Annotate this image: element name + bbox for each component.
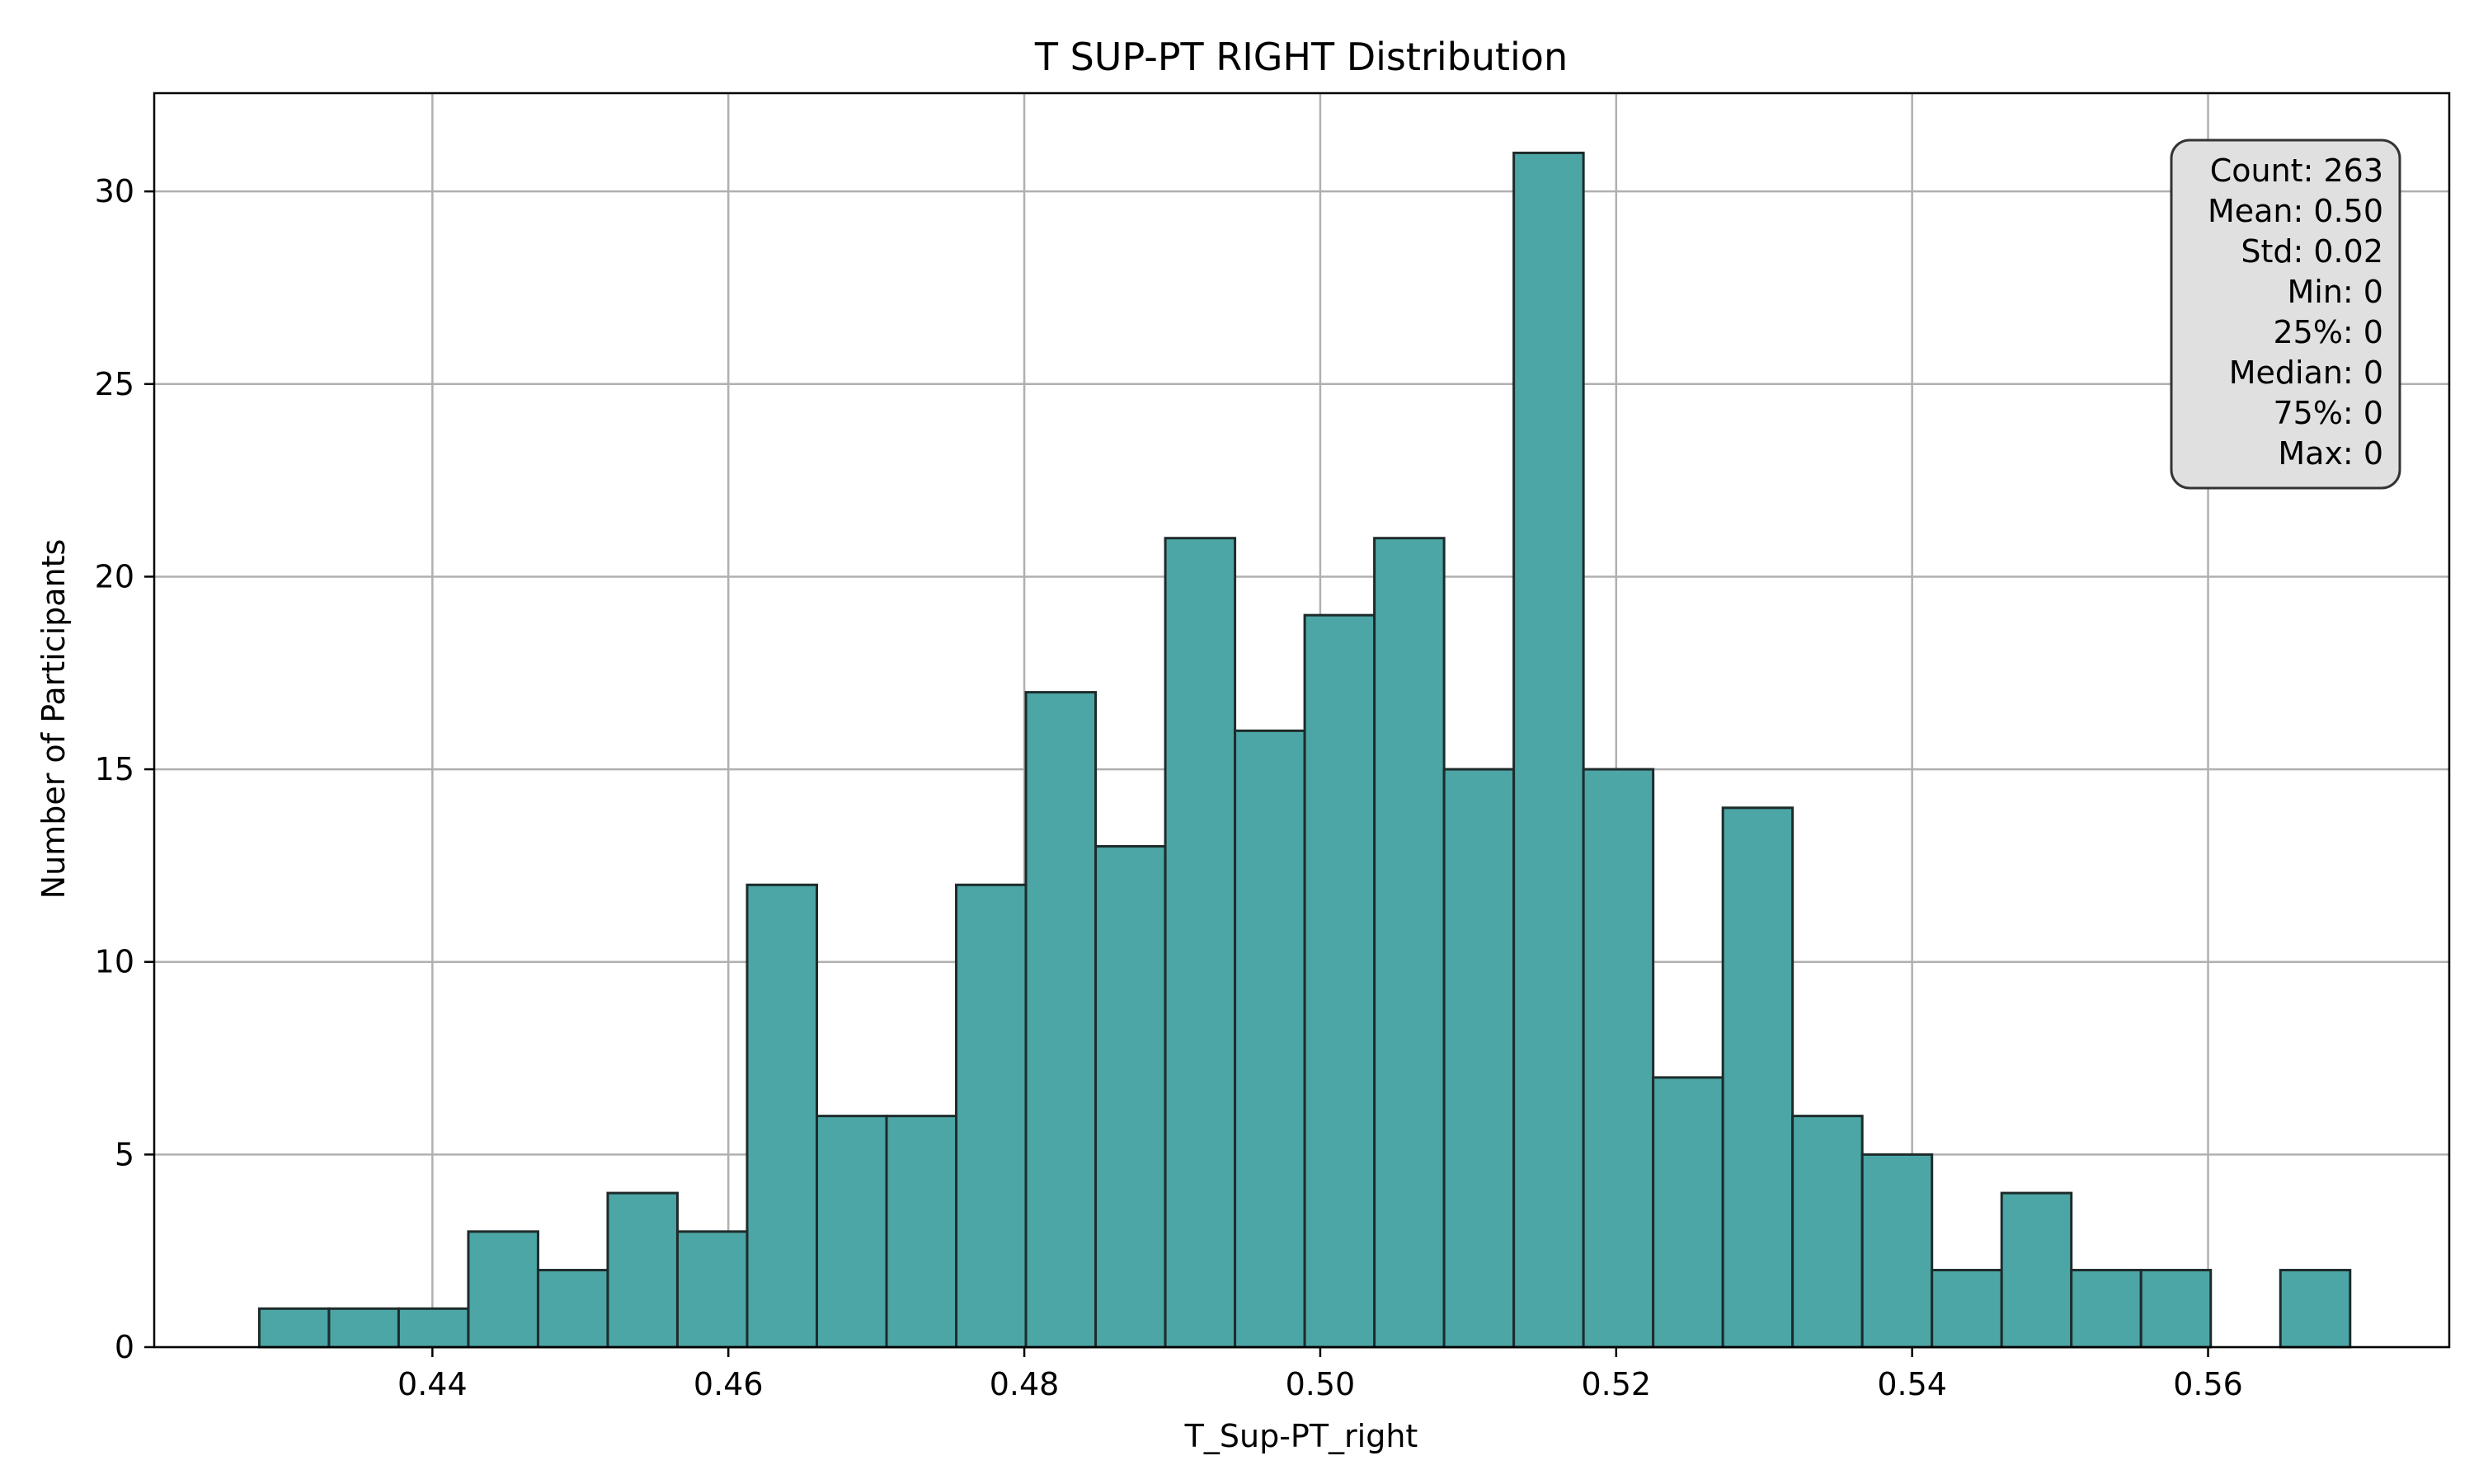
y-tick-label: 15 bbox=[95, 751, 134, 787]
histogram-bar bbox=[1791, 1115, 1864, 1349]
histogram-bar bbox=[397, 1307, 470, 1349]
histogram-bar bbox=[2000, 1191, 2073, 1349]
histogram-bar bbox=[1582, 768, 1655, 1349]
stats-line: Count: 263 bbox=[2210, 153, 2383, 189]
x-tick-label: 0.56 bbox=[2173, 1366, 2243, 1402]
chart-title: T SUP-PT RIGHT Distribution bbox=[1034, 35, 1568, 79]
stats-lines: Count: 263 Mean: 0.50 Std: 0.02 Min: 0 25%: … bbox=[2208, 153, 2383, 472]
histogram-bar bbox=[327, 1307, 400, 1349]
histogram-bar bbox=[955, 883, 1028, 1349]
y-axis-title: Number of Participants bbox=[35, 539, 72, 899]
axis-ticks: 0.44 0.46 0.48 0.50 0.52 0.54 0.56 0 5 10 15 20 25 30 bbox=[95, 173, 2243, 1402]
histogram-bar bbox=[2070, 1269, 2142, 1349]
histogram-bar bbox=[1303, 613, 1376, 1349]
histogram-bar bbox=[1442, 768, 1516, 1349]
stats-line: Std: 0.02 bbox=[2241, 233, 2383, 270]
histogram-bar bbox=[1860, 1153, 1934, 1349]
histogram-bar bbox=[1721, 806, 1794, 1349]
histogram-bar bbox=[1024, 691, 1098, 1349]
histogram-bar bbox=[745, 883, 818, 1349]
plot-frame bbox=[153, 92, 2451, 1349]
histogram-bar bbox=[2139, 1269, 2213, 1349]
y-tick-label: 10 bbox=[95, 944, 134, 980]
histogram-bar bbox=[1164, 537, 1237, 1349]
histogram-bar bbox=[815, 1115, 888, 1349]
histogram-bar bbox=[1931, 1269, 2003, 1349]
x-axis-title: T_Sup-PT_right bbox=[1184, 1418, 1418, 1454]
histogram-bar bbox=[536, 1269, 609, 1349]
histogram-bar bbox=[606, 1191, 679, 1349]
stats-line: 25%: 0 bbox=[2273, 314, 2383, 350]
stats-line: Max: 0 bbox=[2278, 435, 2383, 472]
stats-box: Count: 263 Mean: 0.50 Std: 0.02 Min: 0 25%: … bbox=[2170, 139, 2401, 490]
y-tick-label: 5 bbox=[115, 1136, 134, 1172]
histogram-bar bbox=[1234, 729, 1306, 1349]
x-tick-label: 0.46 bbox=[694, 1366, 764, 1402]
histogram-bar bbox=[467, 1230, 539, 1349]
histogram-bar bbox=[257, 1307, 331, 1349]
stats-line: 75%: 0 bbox=[2273, 395, 2383, 431]
histogram-bar bbox=[885, 1115, 958, 1349]
histogram-bar bbox=[675, 1230, 749, 1349]
histogram-bar bbox=[1373, 537, 1446, 1349]
y-tick-label: 20 bbox=[95, 558, 134, 594]
stats-box-background bbox=[2170, 139, 2401, 490]
y-tick-label: 25 bbox=[95, 366, 134, 402]
histogram-bars bbox=[257, 151, 2352, 1349]
y-tick-label: 0 bbox=[115, 1329, 134, 1365]
histogram-bar bbox=[1512, 151, 1585, 1349]
x-tick-label: 0.54 bbox=[1877, 1366, 1947, 1402]
x-tick-label: 0.52 bbox=[1581, 1366, 1651, 1402]
x-tick-label: 0.44 bbox=[397, 1366, 468, 1402]
x-tick-label: 0.48 bbox=[990, 1366, 1060, 1402]
stats-line: Mean: 0.50 bbox=[2208, 193, 2383, 229]
histogram-bar bbox=[1094, 845, 1167, 1349]
y-tick-label: 30 bbox=[95, 173, 134, 209]
histogram-bar bbox=[1652, 1076, 1724, 1349]
stats-line: Median: 0 bbox=[2229, 355, 2383, 391]
x-tick-label: 0.50 bbox=[1286, 1366, 1356, 1402]
histogram-bar bbox=[2279, 1269, 2352, 1349]
stats-line: Min: 0 bbox=[2288, 274, 2384, 310]
